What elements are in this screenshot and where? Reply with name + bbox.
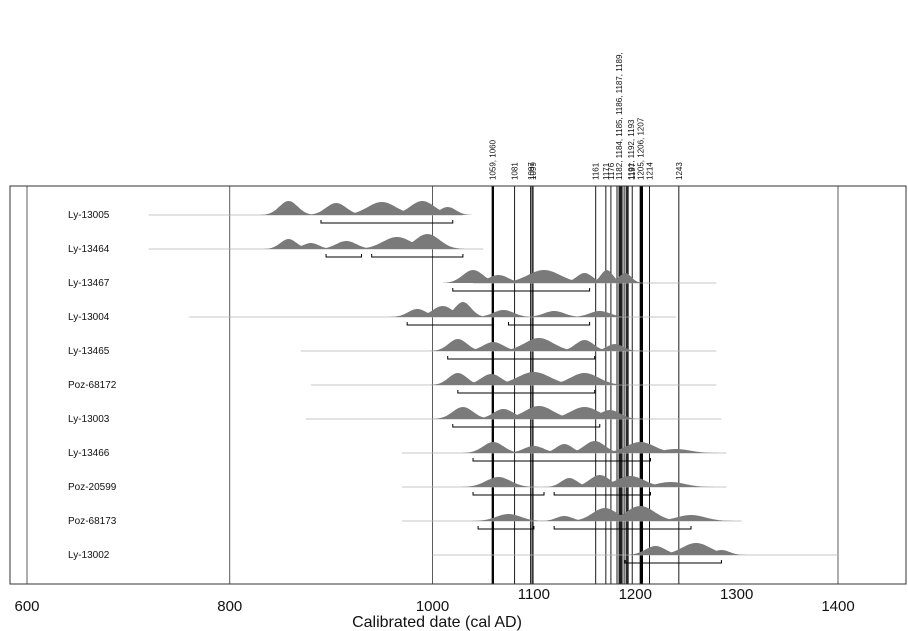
sample-label: Poz-20599 — [68, 482, 117, 493]
probability-distribution — [264, 234, 464, 249]
probability-distribution — [462, 441, 719, 453]
probability-distribution — [442, 270, 644, 283]
probability-range-bracket — [457, 390, 596, 394]
sample-row: Ly-13003 — [68, 406, 722, 428]
probability-range-bracket — [472, 458, 651, 462]
probability-range-bracket — [553, 492, 651, 496]
sample-row: Ly-13002 — [68, 543, 838, 564]
x-tick-label: 1200 — [619, 586, 652, 603]
probability-distribution — [430, 338, 640, 351]
event-label: 1205, 1206, 1207 — [636, 117, 645, 180]
sample-label: Ly-13005 — [68, 210, 110, 221]
probability-range-bracket — [452, 424, 601, 428]
probability-distribution — [432, 406, 641, 419]
sample-row: Poz-20599 — [68, 475, 727, 496]
event-label: 1243 — [675, 162, 684, 180]
probability-range-bracket — [406, 322, 494, 326]
sample-row: Ly-13004 — [68, 302, 676, 326]
sample-distributions: Ly-13005 Ly-13464 Ly-13467 Ly-13004 Ly-13465… — [68, 201, 838, 564]
x-tick-label: 1400 — [821, 598, 854, 615]
x-tick-label: 1100 — [518, 586, 550, 603]
sample-row: Poz-68172 — [68, 372, 717, 394]
probability-distribution — [461, 475, 714, 487]
probability-range-bracket — [508, 322, 591, 326]
probability-distribution — [389, 302, 631, 317]
plot-frame — [9, 185, 907, 585]
event-label: 1182, 1184, 1185, 1186, 1187, 1189, — [615, 52, 624, 180]
event-label: 1059, 1060 — [488, 139, 497, 180]
event-label: 1171 — [602, 162, 611, 180]
probability-range-bracket — [447, 356, 596, 360]
probability-range-bracket — [553, 526, 692, 530]
event-label: 1197 — [628, 162, 637, 180]
probability-range-bracket — [371, 254, 464, 258]
sample-label: Ly-13467 — [68, 278, 110, 289]
sample-row: Ly-13464 — [68, 234, 484, 258]
probability-distribution — [430, 372, 628, 385]
sample-label: Ly-13002 — [68, 550, 110, 561]
event-label: 1081 — [511, 162, 520, 180]
sample-label: Ly-13465 — [68, 346, 110, 357]
x-tick-label: 1300 — [720, 586, 753, 603]
probability-distribution — [625, 543, 746, 555]
probability-range-bracket — [325, 254, 363, 258]
sample-row: Poz-68173 — [68, 506, 742, 530]
probability-range-bracket — [320, 220, 454, 224]
sample-row: Ly-13465 — [68, 338, 717, 360]
sample-label: Ly-13464 — [68, 244, 110, 255]
event-label: 1214 — [645, 162, 654, 180]
sample-label: Ly-13466 — [68, 448, 110, 459]
probability-range-bracket — [624, 560, 722, 564]
sample-row: Ly-13467 — [68, 270, 717, 292]
x-axis-label: Calibrated date (cal AD) — [352, 614, 522, 631]
probability-distribution — [261, 201, 472, 215]
sample-label: Poz-68173 — [68, 516, 117, 527]
event-label: 1161 — [592, 162, 601, 180]
x-tick-label: 600 — [14, 598, 39, 615]
sample-label: Ly-13003 — [68, 414, 110, 425]
x-tick-label: 800 — [217, 598, 242, 615]
event-label: 1097 — [527, 162, 536, 180]
x-tick-label: 1000 — [416, 598, 449, 615]
sample-label: Ly-13004 — [68, 312, 110, 323]
probability-range-bracket — [452, 288, 591, 292]
probability-range-bracket — [477, 526, 535, 530]
event-label: 1176 — [607, 162, 616, 180]
event-label: 1099 — [529, 162, 538, 180]
sample-row: Ly-13005 — [68, 201, 472, 224]
sample-row: Ly-13466 — [68, 441, 727, 462]
probability-range-bracket — [472, 492, 545, 496]
probability-distribution — [472, 506, 734, 521]
sample-label: Poz-68172 — [68, 380, 117, 391]
event-label: 1191, 1192, 1193 — [627, 119, 636, 180]
x-axis-ticks: 600 800 1000 1100 1200 1300 1400 — [14, 586, 854, 615]
